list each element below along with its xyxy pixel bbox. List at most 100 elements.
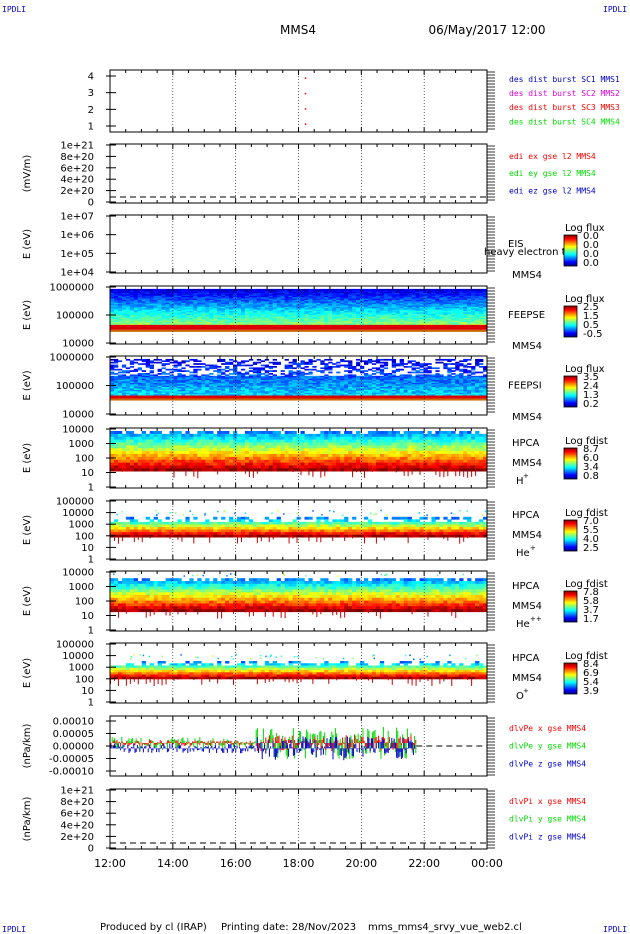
heatmap-cell (344, 365, 349, 368)
heatmap-cell (316, 311, 321, 313)
heatmap-cell (332, 312, 337, 315)
heatmap-cell (439, 311, 444, 313)
heatmap-cell (165, 320, 170, 323)
heatmap-cell (217, 301, 222, 304)
heatmap-cell (229, 377, 234, 379)
heatmap-cell (129, 323, 135, 326)
heatmap-cell (447, 293, 452, 295)
heatmap-cell (213, 364, 218, 367)
heatmap-cell (304, 387, 309, 389)
heatmap-cell (467, 317, 472, 320)
heatmap-cell (451, 358, 456, 361)
heatmap-cell (419, 304, 424, 306)
heatmap-cell (221, 297, 226, 299)
heatmap-cell (129, 291, 135, 294)
heatmap-cell (193, 306, 198, 309)
heatmap-cell (403, 312, 408, 315)
heatmap-cell (383, 373, 389, 375)
heatmap-cell (348, 315, 353, 317)
heatmap-cell (431, 387, 436, 389)
heatmap-cell (324, 295, 329, 298)
heatmap-cell (431, 295, 436, 298)
heatmap-cell (483, 297, 488, 299)
heatmap-cell (197, 380, 202, 382)
heatmap-cell (197, 319, 202, 322)
heatmap-cell (415, 316, 420, 319)
heatmap-cell (272, 322, 277, 324)
heatmap-cell (415, 293, 420, 295)
heatmap-cell (363, 290, 369, 292)
heatmap-cell (205, 392, 210, 395)
heatmap-cell (383, 311, 389, 313)
heatmap-cell (197, 391, 202, 394)
heatmap-cell (221, 394, 226, 396)
heatmap-cell (423, 301, 428, 304)
heatmap-cell (423, 364, 428, 367)
heatmap-cell (252, 291, 258, 294)
heatmap-cell (153, 374, 158, 377)
heatmap-cell (248, 388, 254, 391)
data-point (304, 108, 307, 110)
heatmap-cell (280, 288, 285, 291)
heatmap-cell (153, 305, 158, 308)
heatmap-cell (316, 301, 321, 304)
heatmap-cell (475, 302, 480, 305)
heatmap-cell (356, 394, 361, 396)
heatmap-cell (284, 306, 289, 309)
heatmap-cell (260, 306, 266, 309)
heatmap-cell (169, 315, 174, 317)
heatmap-cell (153, 392, 158, 395)
heatmap-cell (399, 293, 404, 295)
heatmap-cell (110, 322, 115, 324)
heatmap-cell (395, 387, 400, 389)
heatmap-cell (435, 305, 440, 308)
heatmap-cell (233, 392, 238, 395)
heatmap-cell (189, 288, 194, 291)
heatmap-cell (379, 370, 385, 372)
heatmap-cell (284, 294, 289, 297)
heatmap-cell (113, 302, 119, 305)
heatmap-cell (427, 374, 432, 377)
heatmap-cell (248, 301, 254, 304)
heatmap-cell (483, 375, 488, 378)
heatmap-cell (379, 312, 385, 315)
heatmap-cell (209, 301, 214, 304)
heatmap-cell (427, 381, 432, 384)
heatmap-cell (447, 363, 452, 365)
heatmap-cell (244, 391, 250, 394)
heatmap-cell (121, 301, 127, 304)
heatmap-cell (244, 302, 250, 305)
heatmap-cell (244, 295, 250, 298)
heatmap-cell (312, 298, 317, 301)
heatmap-cell (407, 322, 412, 324)
heatmap-cell (356, 377, 361, 379)
heatmap-cell (244, 308, 250, 310)
heatmap-cell (379, 392, 385, 395)
heatmap-cell (375, 387, 381, 389)
heatmap-cell (391, 363, 397, 365)
heatmap-cell (110, 361, 115, 364)
heatmap-cell (419, 385, 424, 388)
heatmap-cell (455, 391, 460, 394)
heatmap-cell (157, 451, 162, 455)
heatmap-cell (352, 322, 357, 324)
heatmap-cell (252, 370, 258, 372)
heatmap-cell (113, 358, 119, 361)
heatmap-cell (205, 293, 210, 295)
heatmap-cell (407, 389, 412, 392)
heatmap-cell (117, 313, 123, 316)
heatmap-cell (181, 367, 186, 370)
heatmap-cell (233, 391, 238, 394)
heatmap-cell (145, 462, 150, 466)
heatmap-cell (423, 315, 428, 317)
heatmap-cell (439, 304, 444, 306)
heatmap-cell (419, 380, 424, 382)
heatmap-cell (165, 304, 170, 306)
heatmap-cell (280, 317, 285, 320)
heatmap-cell (145, 301, 150, 304)
heatmap-cell (121, 448, 127, 452)
heatmap-cell (403, 295, 408, 298)
